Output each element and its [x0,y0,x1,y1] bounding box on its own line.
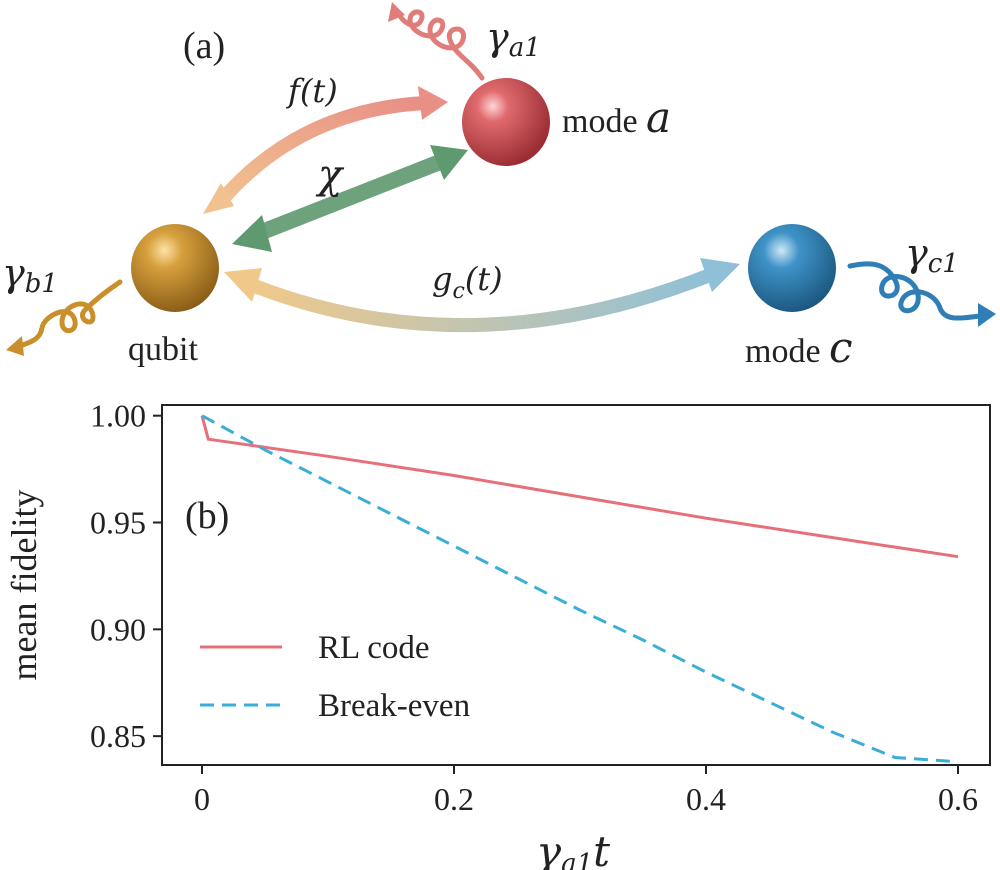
series-line-break-even [201,414,959,764]
decay-b-label: γb1 [2,251,58,299]
gc-coupling-arrow [224,258,740,333]
mode-c-label: mode c [745,323,853,372]
panel-b-label: (b) [185,495,229,537]
decay-c-label: γc1 [905,231,959,279]
fidelity-plot: (b) 0 0.2 0.4 0.6 1.00 0.95 0.90 0.85 mean fideli… [4,398,991,870]
f-coupling-label: f(t) [286,72,338,110]
gc-coupling-label: gc(t) [432,260,503,304]
chi-coupling-label: χ [315,152,345,198]
qubit-sphere [131,224,219,312]
x-tick-label: 0.2 [434,781,474,817]
qubit-label: qubit [128,331,198,368]
decay-c-arrow [847,261,996,327]
y-tick-label: 0.95 [90,505,146,541]
legend-label: Break-even [318,688,470,724]
plot-frame [161,404,991,766]
mode-a-sphere [462,78,550,166]
chi-coupling-arrow [232,145,468,252]
decay-a-label: γa1 [486,15,541,63]
y-tick-label: 0.85 [90,718,146,754]
f-coupling-arrow [203,86,448,214]
panel-a-label: (a) [183,25,225,67]
decay-b-arrow [6,279,123,356]
y-axis-label: mean fidelity [4,490,44,681]
decay-a-arrow [388,2,485,81]
x-tick-label: 0.4 [686,781,726,817]
x-axis-label: γa1t [536,827,610,870]
legend-label: RL code [318,630,430,666]
x-tick-label: 0 [194,781,210,817]
mode-a-label: mode a [562,93,671,142]
series-line-rl-code [200,415,959,559]
y-tick-label: 0.90 [90,611,146,647]
y-tick-label: 1.00 [90,398,146,434]
x-tick-label: 0.6 [938,781,978,817]
mode-c-sphere [748,224,836,312]
